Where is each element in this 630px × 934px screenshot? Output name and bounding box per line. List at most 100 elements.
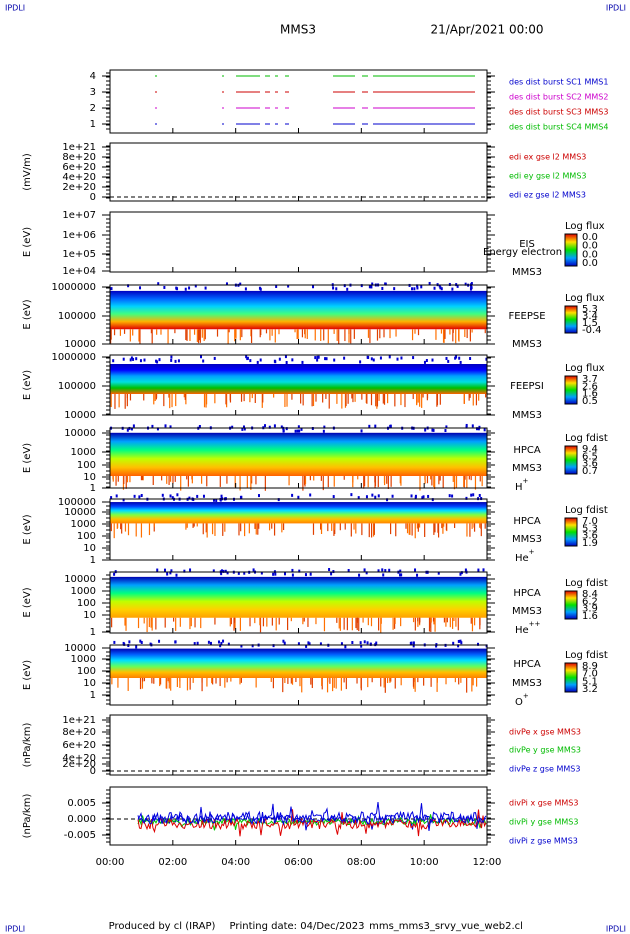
spectrogram-speck [373, 523, 375, 535]
spectrogram-speck [367, 476, 369, 488]
spectrogram-speck [202, 494, 205, 498]
spectrogram-speck [430, 476, 432, 480]
spectrogram-speck [176, 287, 179, 291]
colorbar-label: 0.0 [582, 258, 598, 269]
spectrogram-speck [431, 498, 434, 502]
spectrogram-speck [370, 617, 373, 627]
panel-frame [109, 211, 488, 273]
spectrogram-speck [423, 678, 425, 686]
y-tick-label: 10 [83, 543, 96, 554]
y-tick-label: 10 [83, 610, 96, 621]
spectrogram-speck [176, 678, 178, 688]
species-charge: + [523, 477, 529, 485]
spectrogram-speck [179, 617, 181, 627]
spectrogram-speck [422, 495, 425, 499]
spectrogram-speck [442, 476, 444, 488]
spectrogram-speck [405, 523, 407, 529]
spectrogram-speck [422, 394, 424, 398]
instrument-label: FEEPSI [510, 381, 544, 392]
legend-entry: des dist burst SC4 MMS4 [509, 123, 608, 132]
spectrogram-speck [445, 356, 448, 360]
y-tick-label: 1000 [71, 519, 96, 530]
spectrogram-speck [291, 568, 294, 572]
spectrogram-speck [478, 425, 481, 429]
spectrogram-speck [350, 493, 353, 497]
species-charge: + [523, 692, 529, 700]
spectrogram-speck [271, 329, 273, 336]
spectrogram-speck [155, 617, 157, 630]
spectrogram-speck [154, 394, 156, 402]
y-tick-label: 100 [77, 460, 96, 471]
spectrogram-speck [211, 523, 214, 535]
spectrogram-speck [278, 329, 280, 335]
colorbar-label: 1.6 [582, 389, 598, 400]
spectrogram-speck [331, 678, 334, 692]
spectrogram-speck [458, 356, 461, 360]
spectrogram-speck [464, 568, 467, 572]
spectrogram-speck [369, 329, 371, 343]
spectrogram-speck [226, 571, 229, 575]
spectrogram-speck [257, 494, 260, 498]
spectrogram-speck [375, 641, 378, 645]
colorbar-label: -0.4 [582, 325, 602, 336]
y-tick-label: 1e+05 [62, 249, 96, 260]
spectrogram-speck [440, 329, 443, 334]
spectrogram-speck [436, 678, 438, 683]
spectrogram-speck [369, 642, 372, 646]
spectrogram-speck [188, 496, 191, 500]
instrument-label: HPCA [513, 445, 541, 456]
spectrogram-speck [226, 394, 228, 408]
spectrogram-speck [460, 571, 463, 575]
spectrogram-speck [395, 523, 397, 537]
instrument-label: MMS3 [512, 339, 542, 350]
spectrogram-speck [322, 476, 324, 491]
spectrogram-speck [323, 425, 326, 429]
spectrogram-speck [471, 329, 473, 333]
spectrogram-speck [379, 329, 381, 339]
colorbar-title: Log flux [565, 293, 605, 304]
spectrogram-speck [454, 523, 456, 529]
spectrogram-speck [240, 495, 243, 499]
spectrogram [110, 648, 487, 678]
spectrogram-speck [219, 476, 221, 487]
spectrogram-speck [340, 642, 343, 646]
spectrogram-speck [366, 355, 369, 359]
spectrogram-speck [224, 569, 227, 573]
spectrogram-speck [256, 360, 259, 364]
spectrogram-speck [190, 617, 192, 627]
spectrogram-speck [322, 394, 324, 403]
spectrogram-speck [470, 476, 472, 481]
spectrogram-speck [248, 523, 250, 534]
spectrogram-speck [262, 394, 264, 403]
spectrogram-speck [115, 494, 118, 498]
spectrogram-speck [417, 617, 419, 622]
spectrogram-speck [303, 476, 306, 485]
spectrogram-speck [139, 639, 142, 643]
spectrogram-speck [246, 476, 248, 489]
spectrogram-speck [287, 678, 289, 684]
spectrogram-speck [330, 572, 333, 576]
spectrogram-speck [393, 287, 396, 291]
spectrogram-speck [332, 495, 335, 499]
spectrogram-speck [285, 360, 288, 364]
spectrogram-speck [239, 282, 242, 286]
spectrogram-speck [443, 617, 446, 623]
spectrogram-speck [477, 568, 480, 572]
colorbar-title: Log fdist [565, 433, 608, 444]
spectrogram-speck [238, 523, 240, 536]
spectrogram-speck [278, 617, 280, 625]
spectrogram-speck [163, 568, 166, 572]
spectrogram-speck [158, 358, 161, 362]
spectrogram-speck [417, 329, 420, 336]
spectrogram-speck [123, 642, 126, 646]
legend-entry: divPi x gse MMS3 [509, 799, 578, 808]
spectrogram-speck [226, 476, 228, 484]
spectrogram-speck [283, 641, 286, 645]
colorbar [564, 662, 578, 693]
spectrogram-speck [465, 423, 468, 427]
spectrogram-speck [296, 429, 299, 433]
spectrogram-speck [335, 678, 337, 689]
spectrogram-speck [213, 356, 216, 360]
colorbar-label: 7.0 [582, 516, 598, 527]
